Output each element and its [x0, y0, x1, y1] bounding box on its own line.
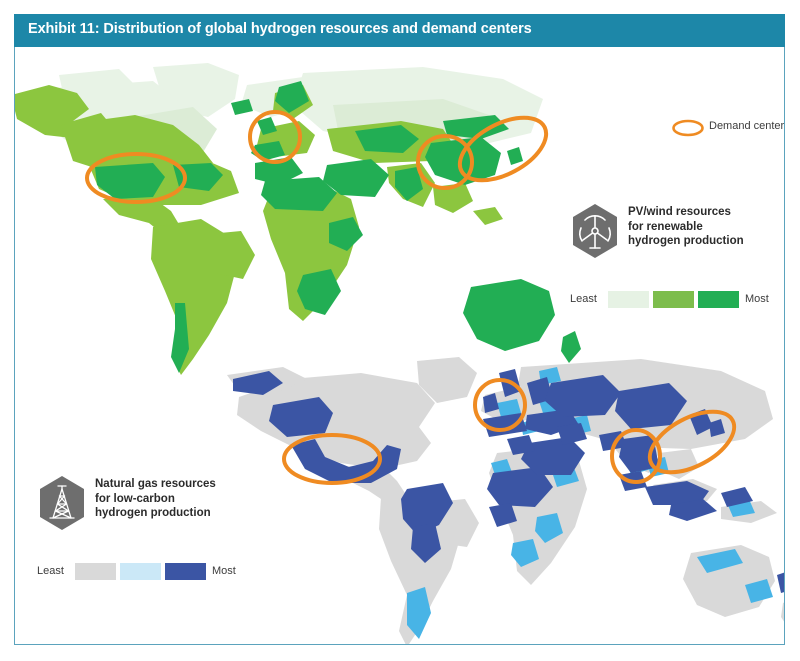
oil-derrick-icon: [40, 476, 84, 530]
demand-center-markers: [85, 110, 549, 204]
pv-wind-title-line-3: hydrogen production: [628, 235, 744, 247]
demand-centers-label: Demand centers: [709, 120, 785, 132]
pv-wind-legend: PV/wind resources for renewable hydrogen…: [570, 203, 784, 323]
natural-gas-swatch-most: [165, 563, 206, 580]
pv-wind-swatch-most: [698, 291, 739, 308]
natural-gas-resources-world-map: [227, 357, 784, 644]
natural-gas-scale-least: Least: [37, 565, 64, 577]
pv-wind-resources-world-map: [15, 63, 581, 375]
natural-gas-legend-title: Natural gas resources for low-carbon hyd…: [95, 477, 216, 521]
pv-wind-title-line-1: PV/wind resources: [628, 206, 731, 218]
pv-wind-swatch-mid: [653, 291, 694, 308]
natural-gas-title-line-3: hydrogen production: [95, 507, 211, 519]
map-class-mid: [15, 85, 503, 375]
natural-gas-title-line-2: for low-carbon: [95, 492, 175, 505]
demand-center-ellipse-us: [85, 152, 187, 204]
exhibit-body: Demand centers PV/wind resource: [14, 47, 785, 645]
demand-center-ellipse-europe: [248, 110, 302, 164]
demand-centers-legend: Demand centers: [671, 117, 785, 139]
wechat-icon: [591, 645, 621, 646]
natural-gas-legend: Natural gas resources for low-carbon hyd…: [37, 475, 267, 595]
pv-wind-title-line-2: for renewable: [628, 220, 703, 233]
watermark: 风能专委会CWEA: [591, 643, 780, 646]
natural-gas-scale-most: Most: [212, 565, 236, 577]
pv-wind-legend-title: PV/wind resources for renewable hydrogen…: [628, 205, 744, 249]
natural-gas-color-ramp: Least Most: [37, 563, 267, 583]
demand-center-ellipse-japan: [457, 115, 549, 183]
natural-gas-swatch-least: [75, 563, 116, 580]
natural-gas-title-line-1: Natural gas resources: [95, 478, 216, 490]
page-title: Exhibit 11: Distribution of global hydro…: [28, 21, 532, 37]
demand-center-ellipse-china: [416, 134, 474, 190]
pv-wind-color-ramp: Least Most: [570, 291, 784, 311]
demand-center-ellipse-europe: [473, 378, 527, 432]
natural-gas-swatch-mid: [120, 563, 161, 580]
pv-wind-scale-most: Most: [745, 293, 769, 305]
orange-ellipse-icon: [672, 119, 704, 137]
exhibit-header: Exhibit 11: Distribution of global hydro…: [14, 14, 785, 47]
exhibit-container: Exhibit 11: Distribution of global hydro…: [14, 14, 785, 645]
demand-center-ellipse-japan: [647, 409, 737, 475]
pv-wind-scale-least: Least: [570, 293, 597, 305]
demand-center-ellipse-china: [610, 428, 662, 484]
pv-wind-swatch-least: [608, 291, 649, 308]
watermark-text: 风能专委会CWEA: [628, 643, 780, 644]
wind-turbine-icon: [573, 204, 617, 258]
demand-center-markers: [282, 378, 737, 485]
demand-center-ellipse-us: [282, 433, 382, 485]
